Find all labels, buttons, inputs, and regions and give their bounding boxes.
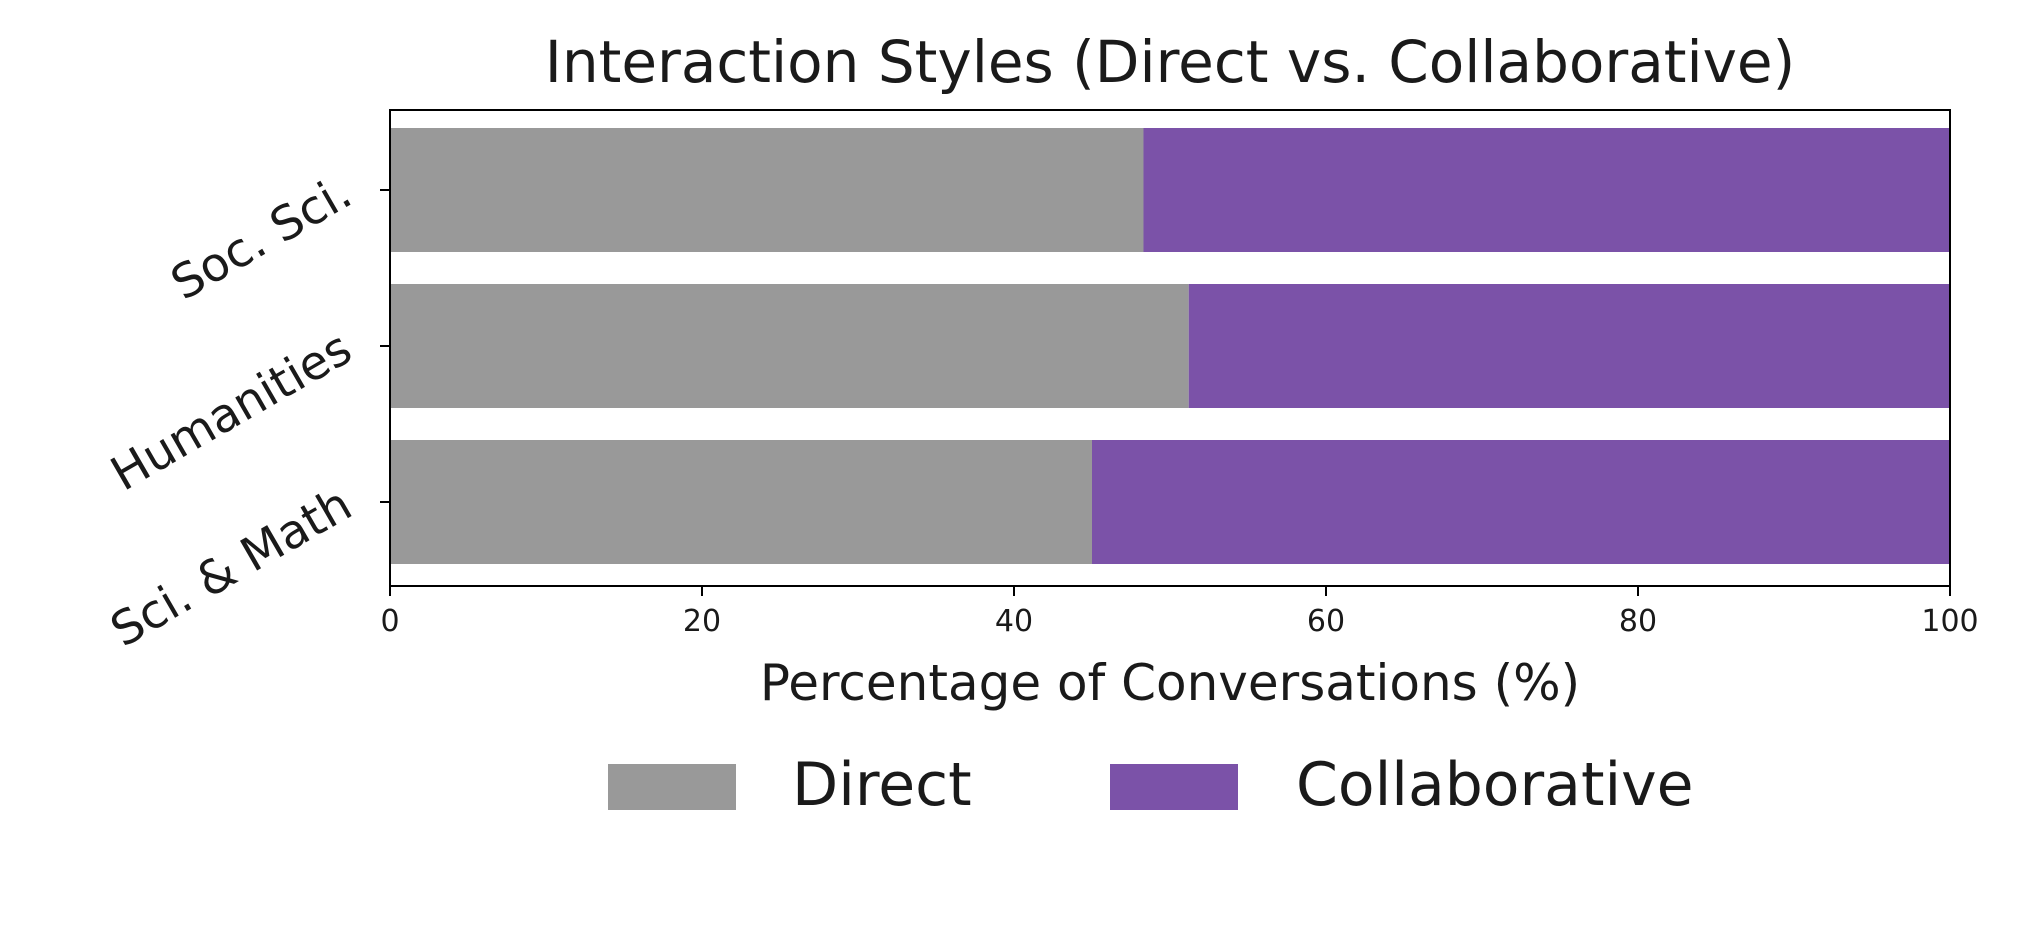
legend-label-collaborative: Collaborative bbox=[1296, 750, 1694, 820]
chart-title: Interaction Styles (Direct vs. Collabora… bbox=[545, 28, 1796, 96]
bar-collaborative-humanities bbox=[1188, 284, 1950, 408]
x-tick-label: 40 bbox=[995, 604, 1033, 639]
plot-frame bbox=[389, 109, 1951, 587]
x-tick-label: 60 bbox=[1307, 604, 1345, 639]
legend-label-direct: Direct bbox=[792, 750, 972, 820]
y-tick-label: Soc. Sci. bbox=[162, 165, 361, 312]
legend-swatch-direct bbox=[608, 764, 736, 810]
legend-swatch-collaborative bbox=[1110, 764, 1238, 810]
bar-direct-soc-sci bbox=[390, 128, 1144, 252]
x-tick-label: 20 bbox=[683, 604, 721, 639]
bar-collaborative-soc-sci bbox=[1143, 128, 1950, 252]
x-tick-label: 80 bbox=[1619, 604, 1657, 639]
legend: Direct Collaborative bbox=[608, 750, 1694, 820]
bar-collaborative-sci-math bbox=[1092, 440, 1950, 564]
bar-direct-humanities bbox=[390, 284, 1189, 408]
y-tick-label: Humanities bbox=[102, 321, 361, 502]
x-axis: 0 20 40 60 80 100 bbox=[380, 586, 1979, 639]
y-tick-label: Sci. & Math bbox=[102, 477, 361, 659]
bar-direct-sci-math bbox=[390, 440, 1092, 564]
x-axis-label: Percentage of Conversations (%) bbox=[760, 654, 1580, 712]
x-tick-label: 0 bbox=[380, 604, 399, 639]
x-tick-label: 100 bbox=[1921, 604, 1978, 639]
bars-group bbox=[390, 128, 1950, 564]
